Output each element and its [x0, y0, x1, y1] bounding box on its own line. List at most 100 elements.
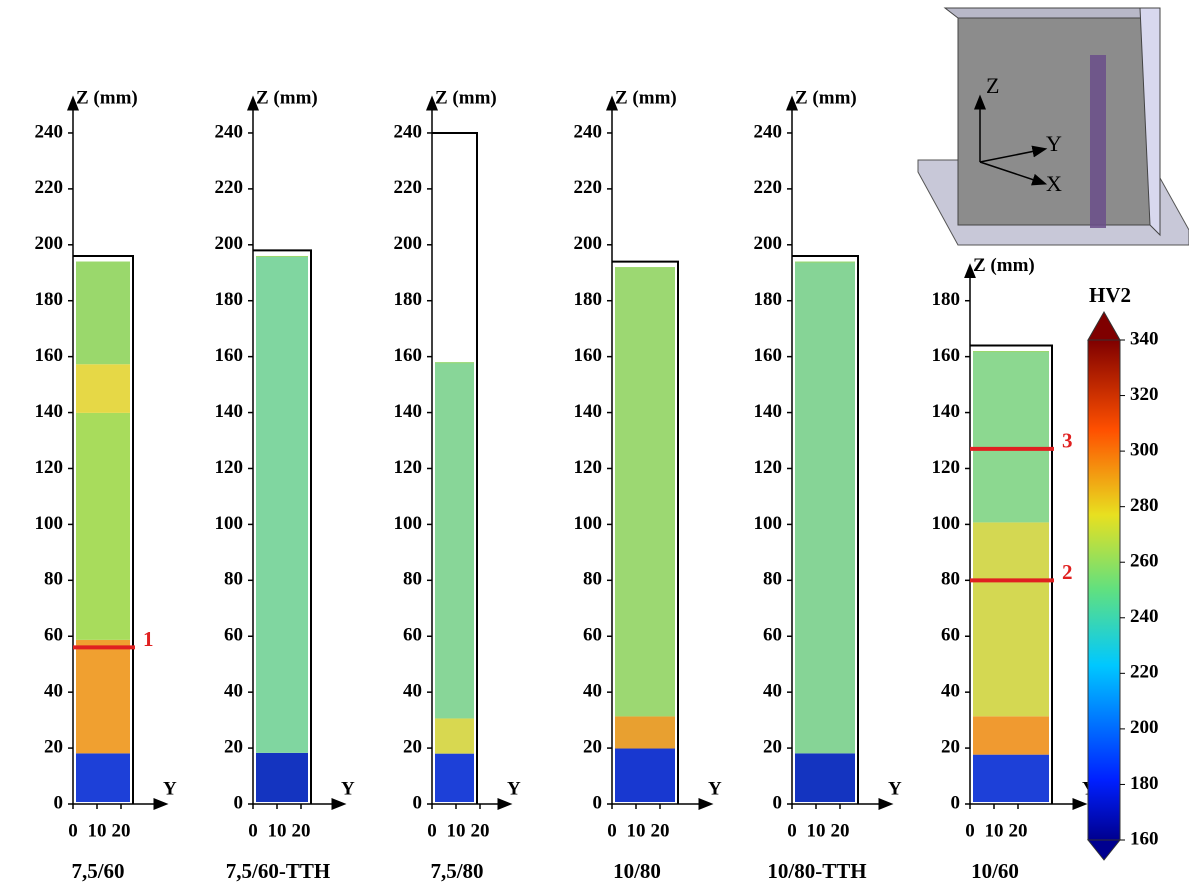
z-tick-label: 120 — [754, 457, 783, 478]
section-label: 3 — [1062, 429, 1073, 453]
y-tick-label: 20 — [471, 820, 490, 841]
z-tick-label: 100 — [574, 513, 603, 534]
hardness-map — [76, 639, 130, 754]
hardness-map — [256, 752, 308, 802]
y-axis-label: Y — [163, 778, 177, 799]
z-tick-label: 180 — [932, 289, 961, 310]
z-tick-label: 160 — [754, 345, 783, 366]
hardness-map — [76, 412, 130, 640]
y-tick-label: 0 — [427, 820, 437, 841]
colorbar-tick-label: 220 — [1130, 662, 1159, 683]
z-tick-label: 120 — [932, 457, 961, 478]
wall-outline — [73, 254, 134, 804]
y-tick-label: 10 — [807, 820, 826, 841]
hardness-map — [76, 261, 130, 365]
hardness-map — [615, 748, 675, 802]
diagram-y: Y — [1046, 131, 1062, 156]
z-tick-label: 160 — [394, 345, 423, 366]
z-tick-label: 200 — [215, 233, 244, 254]
z-tick-label: 20 — [403, 736, 422, 757]
z-tick-label: 40 — [224, 681, 243, 702]
z-tick-label: 160 — [215, 345, 244, 366]
y-axis-label: Y — [507, 778, 521, 799]
hardness-map — [973, 754, 1049, 802]
hardness-map — [615, 267, 675, 717]
z-tick-label: 40 — [763, 681, 782, 702]
z-tick-label: 100 — [932, 513, 961, 534]
z-axis-label: Z (mm) — [615, 87, 677, 108]
z-tick-label: 20 — [224, 736, 243, 757]
z-tick-label: 240 — [394, 121, 423, 142]
colorbar-tick-label: 300 — [1130, 439, 1159, 460]
z-tick-label: 200 — [35, 233, 64, 254]
y-tick-label: 0 — [787, 820, 797, 841]
z-tick-label: 0 — [413, 792, 423, 813]
y-axis-label: Y — [708, 778, 722, 799]
hardness-map — [76, 753, 130, 802]
y-tick-label: 10 — [268, 820, 287, 841]
panel-label: 10/60 — [971, 859, 1019, 883]
wall-outline — [970, 344, 1053, 804]
z-tick-label: 40 — [583, 681, 602, 702]
colorbar-tick-label: 340 — [1130, 328, 1159, 349]
panel-label: 7,5/80 — [430, 859, 483, 883]
z-tick-label: 60 — [941, 625, 960, 646]
z-tick-label: 140 — [215, 401, 244, 422]
hardness-map — [615, 716, 675, 749]
z-tick-label: 120 — [35, 457, 64, 478]
y-tick-label: 20 — [831, 820, 850, 841]
hardness-map — [795, 261, 855, 754]
panel-label: 7,5/60 — [71, 859, 124, 883]
colorbar-tick-label: 200 — [1130, 717, 1159, 738]
z-tick-label: 20 — [583, 736, 602, 757]
z-tick-label: 60 — [44, 625, 63, 646]
z-tick-label: 40 — [941, 681, 960, 702]
y-tick-label: 20 — [292, 820, 311, 841]
diagram-x: X — [1046, 171, 1062, 196]
hardness-map — [256, 255, 308, 753]
wall-outline — [792, 254, 859, 804]
z-tick-label: 200 — [394, 233, 423, 254]
z-tick-label: 20 — [763, 736, 782, 757]
z-tick-label: 140 — [754, 401, 783, 422]
y-axis-label: Y — [888, 778, 902, 799]
z-tick-label: 60 — [763, 625, 782, 646]
map-top — [795, 261, 855, 263]
z-tick-label: 140 — [394, 401, 423, 422]
z-tick-label: 200 — [754, 233, 783, 254]
z-tick-label: 240 — [754, 121, 783, 142]
z-tick-label: 80 — [941, 569, 960, 590]
y-tick-label: 10 — [447, 820, 466, 841]
colorbar: HV2 160 180 200 220 240 260 280 300 320 340 — [1086, 283, 1159, 861]
z-tick-label: 120 — [394, 457, 423, 478]
hardness-map — [435, 718, 474, 754]
wall-outline — [432, 131, 478, 804]
z-tick-label: 180 — [394, 289, 423, 310]
hardness-map — [973, 351, 1049, 523]
z-axis-label: Z (mm) — [795, 87, 857, 108]
z-tick-label: 0 — [951, 792, 961, 813]
y-tick-label: 10 — [985, 820, 1004, 841]
y-tick-label: 0 — [68, 820, 78, 841]
z-tick-label: 140 — [574, 401, 603, 422]
z-tick-label: 60 — [583, 625, 602, 646]
z-tick-label: 240 — [215, 121, 244, 142]
z-tick-label: 100 — [754, 513, 783, 534]
colorbar-tick-label: 280 — [1130, 495, 1159, 516]
z-tick-label: 140 — [35, 401, 64, 422]
z-tick-label: 160 — [574, 345, 603, 366]
z-tick-label: 80 — [403, 569, 422, 590]
z-tick-label: 160 — [35, 345, 64, 366]
z-tick-label: 220 — [215, 177, 244, 198]
colorbar-title: HV2 — [1089, 283, 1131, 307]
z-tick-label: 220 — [754, 177, 783, 198]
hardness-map — [795, 753, 855, 802]
z-tick-label: 180 — [574, 289, 603, 310]
colorbar-tick-label: 320 — [1130, 384, 1159, 405]
hardness-map — [973, 522, 1049, 717]
z-tick-label: 100 — [35, 513, 64, 534]
z-tick-label: 240 — [35, 121, 64, 142]
section-label: 1 — [143, 627, 154, 651]
section-label: 2 — [1062, 560, 1073, 584]
